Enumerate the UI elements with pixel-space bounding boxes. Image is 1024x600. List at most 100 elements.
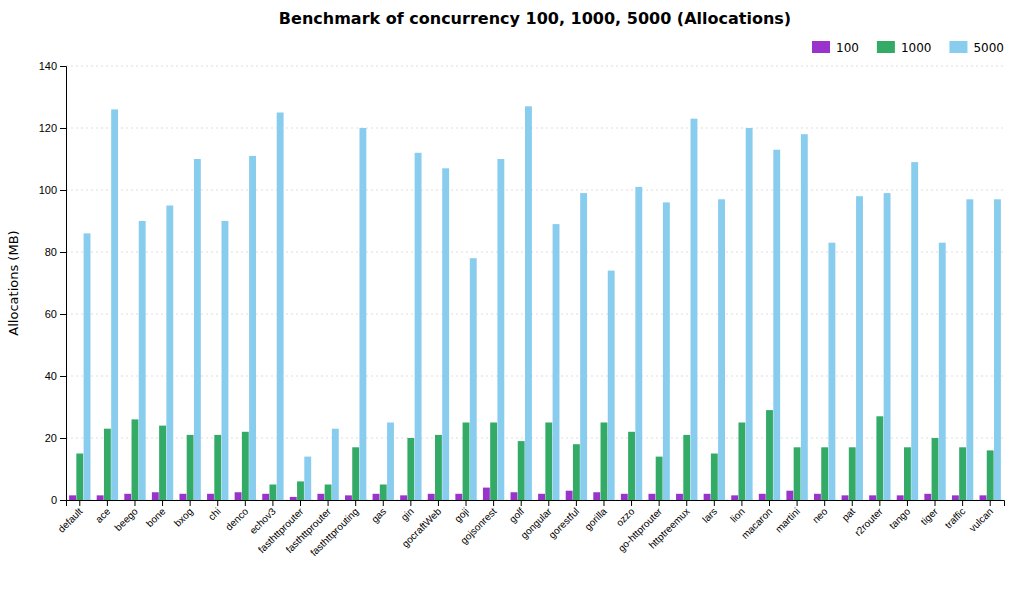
x-tick: beego: [112, 500, 140, 533]
x-tick-mark: [797, 500, 798, 506]
x-tick: r2router: [852, 500, 885, 538]
bar: [621, 494, 628, 500]
x-tick-label: beego: [112, 505, 140, 533]
x-tick-label: gas: [369, 506, 388, 525]
legend-item: 100: [812, 41, 859, 55]
bar: [463, 423, 470, 501]
bar: [801, 134, 808, 500]
y-axis-title: Allocations (MB): [6, 230, 21, 335]
bar: [966, 199, 973, 500]
x-tick-label: neo: [810, 505, 830, 525]
x-tick-mark: [935, 500, 936, 506]
x-tick: vulcan: [967, 500, 995, 534]
bar: [676, 494, 683, 500]
bar: [814, 494, 821, 500]
bar: [821, 447, 828, 500]
x-tick-mark: [245, 500, 246, 506]
bar: [980, 495, 987, 500]
bar: [380, 485, 387, 501]
x-tick: gocraftWeb: [400, 500, 444, 549]
x-tick-label: default: [56, 506, 85, 535]
x-tick: goji: [452, 500, 471, 524]
x-tick-label: chi: [206, 506, 223, 523]
bar: [152, 492, 159, 500]
x-tick: gas: [369, 500, 388, 525]
bar: [166, 206, 173, 501]
x-tick: default: [56, 500, 85, 535]
bar: [400, 495, 407, 500]
x-tick-mark: [190, 500, 191, 506]
grid-line: [66, 314, 1004, 315]
x-tick-mark: [107, 500, 108, 506]
y-tick-mark: [60, 66, 66, 67]
bar: [242, 432, 249, 500]
grid-line: [66, 376, 1004, 377]
x-tick: fasthttprouting: [308, 500, 361, 558]
bar: [84, 233, 91, 500]
bar: [939, 243, 946, 500]
bar: [304, 457, 311, 500]
x-tick-mark: [907, 500, 908, 506]
bar: [325, 485, 332, 501]
y-tick-mark: [60, 438, 66, 439]
x-tick: chi: [206, 500, 223, 522]
x-tick-label: gorestful: [546, 506, 581, 541]
bar: [249, 156, 256, 500]
bar: [828, 243, 835, 500]
bar: [911, 162, 918, 500]
x-tick: bxog: [172, 500, 195, 529]
bar: [214, 435, 221, 500]
bar: [566, 491, 573, 500]
x-tick-label: r2router: [852, 505, 885, 538]
bar: [415, 153, 422, 500]
bar-series: [84, 106, 1001, 500]
bar: [786, 491, 793, 500]
bar: [573, 444, 580, 500]
bar: [897, 495, 904, 500]
bar: [656, 457, 663, 500]
bar: [525, 106, 532, 500]
x-tick: denco: [223, 500, 250, 533]
x-tick-label: pat: [840, 506, 858, 524]
bar: [842, 495, 849, 500]
y-tick-label: 120: [39, 122, 57, 134]
bar: [959, 447, 966, 500]
x-tick-label: macaron: [739, 506, 774, 541]
bar: [470, 258, 477, 500]
bar: [869, 495, 876, 500]
y-tick-mark: [60, 314, 66, 315]
x-tick-mark: [548, 500, 549, 506]
x-tick-mark: [686, 500, 687, 506]
x-tick: httptreemux: [647, 500, 692, 551]
x-tick-label: lion: [728, 506, 747, 525]
x-tick-mark: [328, 500, 329, 506]
legend-label: 1000: [901, 41, 932, 55]
x-tick: macaron: [739, 500, 774, 541]
bar: [235, 492, 242, 500]
x-tick-mark: [521, 500, 522, 506]
x-tick-mark: [272, 500, 273, 506]
bar: [490, 423, 497, 501]
bar: [884, 193, 891, 500]
plot-area: 020406080100120140defaultacebeegobonebxo…: [39, 60, 1005, 558]
x-tick: lion: [728, 500, 747, 524]
x-tick-label: httptreemux: [647, 506, 692, 551]
x-tick-label: bxog: [172, 506, 195, 529]
legend-label: 5000: [973, 41, 1004, 55]
bar: [207, 494, 214, 500]
x-tick: lars: [700, 500, 719, 525]
chart-container: Benchmark of concurrency 100, 1000, 5000…: [0, 0, 1024, 600]
x-tick: gin: [399, 500, 416, 523]
y-tick-label: 0: [51, 494, 57, 506]
chart-title: Benchmark of concurrency 100, 1000, 5000…: [279, 9, 791, 28]
bar: [691, 119, 698, 500]
bar: [663, 202, 670, 500]
x-tick-label: bone: [144, 505, 168, 529]
bar: [794, 447, 801, 500]
bar: [635, 187, 642, 500]
grid-line: [66, 66, 1004, 67]
bar: [773, 150, 780, 500]
x-tick-mark: [576, 500, 577, 506]
bar: [317, 494, 324, 500]
y-tick-label: 40: [45, 370, 57, 382]
